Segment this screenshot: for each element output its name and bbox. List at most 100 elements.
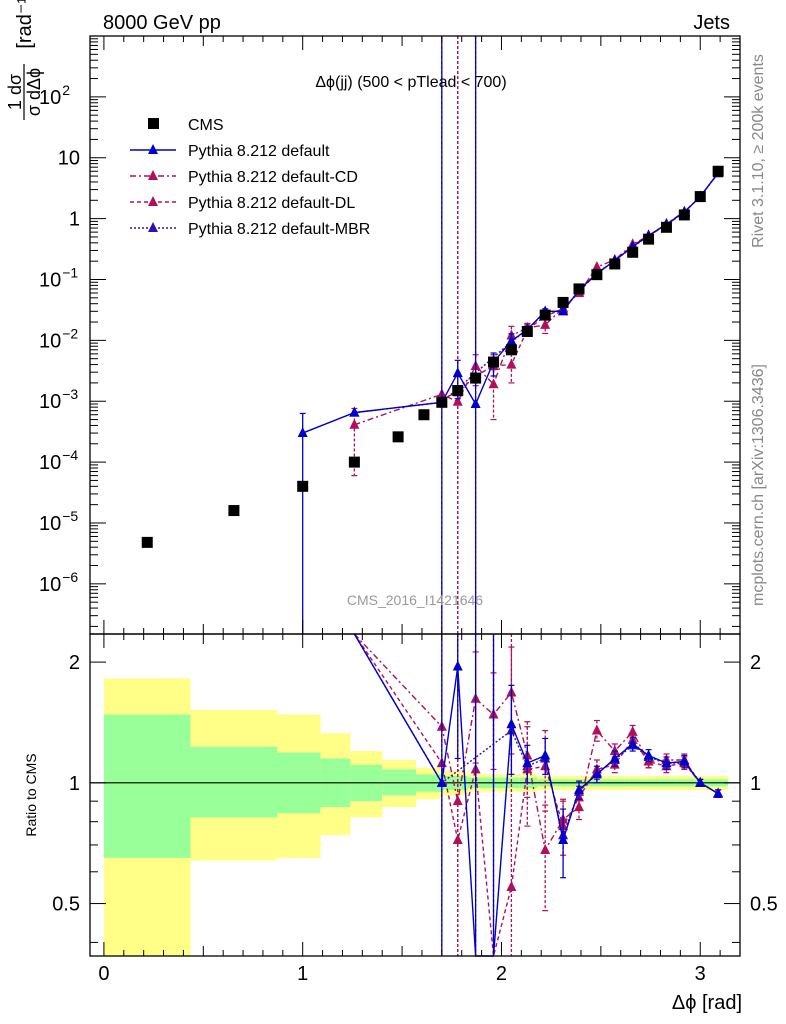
main-ytick-label-1: 10−5 [39, 508, 78, 535]
main-point-cms-3 [348, 456, 360, 468]
band-inner-0 [103, 714, 191, 858]
main-point-cms-9 [488, 356, 500, 368]
ratio-marker-pythia-8-212-default-cd-10 [591, 724, 602, 735]
main-ytick-exp-8: 2 [62, 82, 70, 98]
main-marker-pythia-8-212-default-cd-2 [452, 395, 463, 406]
main-ytick-exp-4: −2 [62, 325, 78, 341]
main-point-cms-11 [521, 325, 533, 337]
xtick-label-2: 2 [496, 963, 507, 985]
ratio-ytick-label-right-1: 1 [750, 773, 761, 795]
xtick-label-1: 1 [297, 963, 308, 985]
header-right: Jets [693, 12, 730, 34]
main-point-cms-22 [712, 165, 724, 177]
legend-entry-cd: Pythia 8.212 default-CD [188, 169, 358, 186]
main-point-cms-19 [660, 221, 672, 233]
x-axis-label: Δϕ [rad] [672, 992, 742, 1014]
ratio-marker-pythia-8-212-default-5 [506, 718, 517, 729]
ratio-marker-pythia-8-212-default-11 [609, 752, 620, 763]
main-ytick-exp-0: −6 [62, 569, 78, 585]
main-marker-pythia-8-212-default-cd-4 [488, 378, 499, 389]
ratio-panel [90, 678, 740, 956]
ratio-marker-pythia-8-212-default-cd-12 [627, 725, 638, 736]
ratio-marker-pythia-8-212-default-cd-2 [452, 795, 463, 806]
ratio-series-pythia-8-212-default [353, 633, 724, 957]
ratio-marker-pythia-8-212-default-14 [661, 757, 672, 768]
main-ytick-label-5: 10−1 [39, 264, 78, 291]
ratio-ytick-label-left-1: 1 [69, 773, 80, 795]
main-marker-pythia-8-212-default-6 [506, 334, 517, 345]
main-ytick-label-2: 10−4 [39, 447, 78, 474]
main-point-cms-4 [392, 431, 404, 443]
legend-marker-cms [148, 118, 159, 129]
main-marker-pythia-8-212-default-cd-0 [349, 418, 360, 429]
main-point-cms-18 [643, 233, 655, 245]
ratio-ytick-label-right-0: 0.5 [750, 894, 778, 916]
main-series-pythia-8-212-default [297, 36, 724, 634]
main-point-cms-14 [573, 283, 585, 295]
ratio-marker-pythia-8-212-default-7 [540, 749, 551, 760]
ratio-line-pythia-8-212-default-cd [353, 633, 719, 852]
ratio-marker-pythia-8-212-default-cd-9 [573, 801, 584, 812]
main-point-cms-16 [609, 258, 621, 270]
legend-marker-cd [148, 170, 158, 180]
ratio-ytick-label-left-0: 0.5 [52, 894, 80, 916]
main-point-cms-5 [418, 409, 430, 421]
ratio-marker-pythia-8-212-default-8 [558, 834, 569, 845]
mcplots-label: mcplots.cern.ch [arXiv:1306.3436] [750, 364, 767, 606]
main-series-cms [141, 165, 724, 548]
chart-title: Δϕ(jj) (500 < pTlead < 700) [315, 74, 506, 91]
main-ytick-exp-5: −1 [62, 264, 78, 280]
ratio-frame [89, 633, 741, 957]
main-line-pythia-8-212-default-mbr [354, 172, 719, 414]
main-series-pythia-8-212-default-mbr [349, 167, 724, 417]
main-ytick-label-4: 10−2 [39, 325, 78, 352]
main-ytick-label-7: 10 [58, 148, 80, 170]
legend-marker-default [148, 144, 158, 154]
header-left: 8000 GeV pp [103, 12, 221, 34]
main-marker-pythia-8-212-default-cd-7 [540, 318, 551, 329]
legend-entry-cms: CMS [188, 117, 224, 134]
ratio-series-pythia-8-212-default-mbr [353, 633, 724, 840]
main-point-cms-17 [627, 246, 639, 258]
xtick-label-0: 0 [98, 963, 109, 985]
ratio-marker-pythia-8-212-default-13 [643, 749, 654, 760]
main-ytick-exp-3: −3 [62, 386, 78, 402]
main-ytick-label-6: 1 [69, 209, 80, 231]
band-inner-1 [190, 746, 278, 818]
main-marker-pythia-8-212-default-4 [470, 398, 481, 409]
ratio-ytick-label-right-2: 2 [750, 652, 761, 674]
legend-marker-dl [148, 196, 158, 206]
axes-layer: 10−6 10−5 10−4 10−3 10−2 10−1 1 10 102 0 1 2 3 0.5 0.5… [39, 35, 778, 985]
legend-entry-dl: Pythia 8.212 default-DL [188, 195, 355, 212]
ylabel-numerator: 1 dσ [5, 74, 25, 110]
ratio-marker-pythia-8-212-default-12 [627, 737, 638, 748]
ratio-ylabel: Ratio to CMS [23, 753, 39, 836]
main-point-cms-13 [557, 296, 569, 308]
legend-marker-mbr [148, 222, 158, 232]
ratio-marker-pythia-8-212-default-2 [452, 660, 463, 671]
xtick-label-3: 3 [695, 963, 706, 985]
main-marker-pythia-8-212-default-9 [558, 305, 569, 316]
main-point-cms-21 [694, 191, 706, 203]
main-marker-pythia-8-212-default-1 [349, 406, 360, 417]
ratio-marker-pythia-8-212-default-1 [436, 776, 447, 787]
main-point-cms-2 [297, 480, 309, 492]
main-point-cms-7 [452, 385, 464, 397]
ratio-marker-pythia-8-212-default-17 [713, 787, 724, 798]
main-ytick-label-8: 102 [39, 82, 70, 109]
main-point-cms-10 [505, 344, 517, 356]
ylabel-unit: [rad⁻¹] [14, 0, 36, 49]
ratio-marker-pythia-8-212-default-10 [591, 768, 602, 779]
main-line-pythia-8-212-default [302, 172, 719, 434]
main-marker-pythia-8-212-default-dl-4 [506, 358, 517, 369]
ratio-marker-pythia-8-212-default-9 [573, 783, 584, 794]
main-ytick-exp-1: −5 [62, 508, 78, 524]
ratio-ytick-label-left-2: 2 [69, 652, 80, 674]
main-point-cms-0 [141, 536, 153, 548]
main-series-layer [141, 36, 724, 634]
main-ytick-label-3: 10−3 [39, 386, 78, 413]
main-point-cms-6 [436, 396, 448, 408]
legend-entry-default: Pythia 8.212 default [188, 143, 330, 160]
watermark: CMS_2016_I1421646 [347, 592, 483, 608]
